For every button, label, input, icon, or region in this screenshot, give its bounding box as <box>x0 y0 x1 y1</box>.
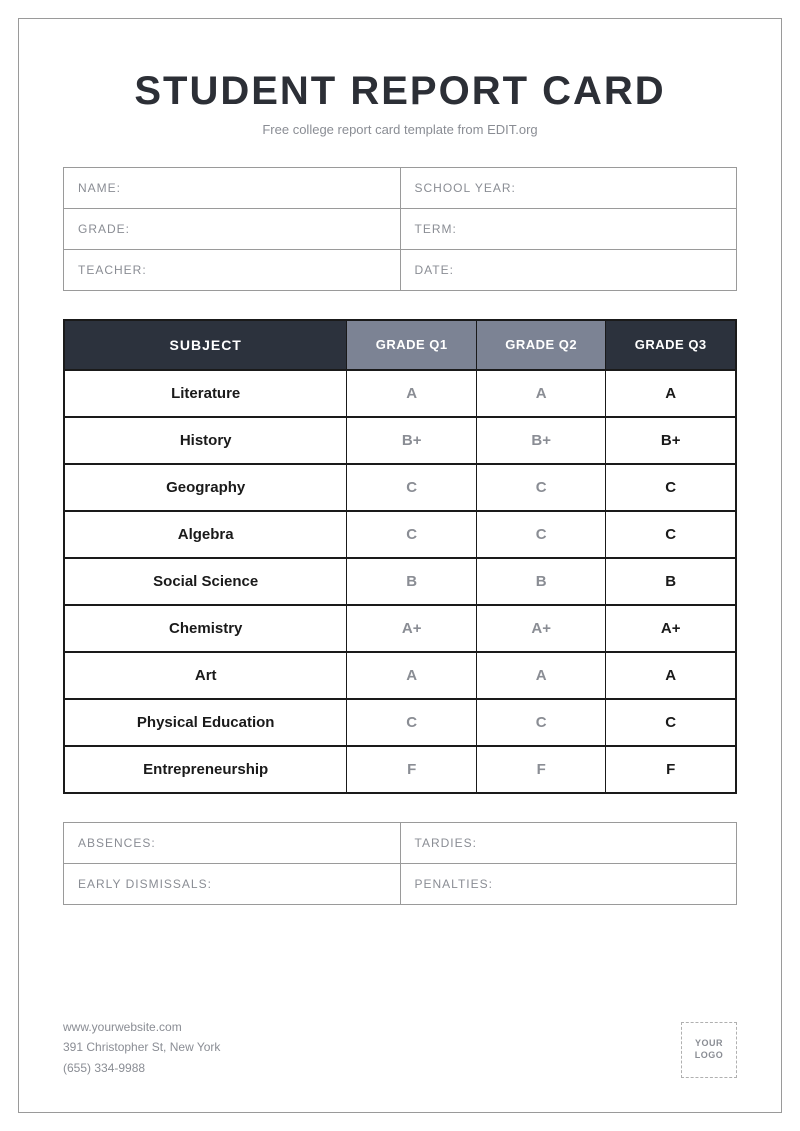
grade-q2-cell: C <box>476 700 606 745</box>
grade-q1-cell: C <box>346 465 476 510</box>
q1-column-header: GRADE Q1 <box>346 321 476 369</box>
grade-q1-cell: B <box>346 559 476 604</box>
attendance-row: ABSENCES: TARDIES: <box>64 823 736 864</box>
subject-cell: Geography <box>65 465 346 510</box>
table-row: ArtAAA <box>65 651 735 698</box>
footer-contact: www.yourwebsite.com 391 Christopher St, … <box>63 1017 220 1078</box>
q3-column-header: GRADE Q3 <box>605 321 735 369</box>
teacher-field-label: TEACHER: <box>64 250 401 290</box>
page-title: STUDENT REPORT CARD <box>63 69 737 114</box>
logo-text: YOUR LOGO <box>682 1038 736 1061</box>
grade-q3-cell: B <box>605 559 735 604</box>
grade-q3-cell: A <box>605 653 735 698</box>
subject-cell: Social Science <box>65 559 346 604</box>
info-row: NAME: SCHOOL YEAR: <box>64 168 736 209</box>
logo-placeholder: YOUR LOGO <box>681 1022 737 1078</box>
attendance-box: ABSENCES: TARDIES: EARLY DISMISSALS: PEN… <box>63 822 737 905</box>
early-dismissals-label: EARLY DISMISSALS: <box>64 864 401 904</box>
grade-q2-cell: B <box>476 559 606 604</box>
grade-q2-cell: F <box>476 747 606 792</box>
footer: www.yourwebsite.com 391 Christopher St, … <box>63 1017 737 1078</box>
grade-q1-cell: A <box>346 371 476 416</box>
subject-cell: Art <box>65 653 346 698</box>
student-info-box: NAME: SCHOOL YEAR: GRADE: TERM: TEACHER:… <box>63 167 737 291</box>
grade-q2-cell: A <box>476 371 606 416</box>
q2-column-header: GRADE Q2 <box>476 321 606 369</box>
table-row: EntrepreneurshipFFF <box>65 745 735 792</box>
grade-q1-cell: B+ <box>346 418 476 463</box>
grade-q2-cell: C <box>476 465 606 510</box>
grade-q3-cell: C <box>605 512 735 557</box>
grade-q1-cell: A+ <box>346 606 476 651</box>
footer-phone: (655) 334-9988 <box>63 1058 220 1078</box>
tardies-label: TARDIES: <box>401 823 737 863</box>
grade-q2-cell: A <box>476 653 606 698</box>
term-field-label: TERM: <box>401 209 737 249</box>
grade-q3-cell: A <box>605 371 735 416</box>
table-row: LiteratureAAA <box>65 369 735 416</box>
school-year-field-label: SCHOOL YEAR: <box>401 168 737 208</box>
subject-cell: Algebra <box>65 512 346 557</box>
report-card-page: STUDENT REPORT CARD Free college report … <box>18 18 782 1113</box>
table-row: Social ScienceBBB <box>65 557 735 604</box>
grade-q2-cell: A+ <box>476 606 606 651</box>
grades-header-row: SUBJECT GRADE Q1 GRADE Q2 GRADE Q3 <box>65 321 735 369</box>
table-row: Physical EducationCCC <box>65 698 735 745</box>
grade-field-label: GRADE: <box>64 209 401 249</box>
table-row: AlgebraCCC <box>65 510 735 557</box>
subject-cell: Physical Education <box>65 700 346 745</box>
name-field-label: NAME: <box>64 168 401 208</box>
subject-cell: Entrepreneurship <box>65 747 346 792</box>
attendance-row: EARLY DISMISSALS: PENALTIES: <box>64 864 736 904</box>
grade-q2-cell: B+ <box>476 418 606 463</box>
info-row: GRADE: TERM: <box>64 209 736 250</box>
page-subtitle: Free college report card template from E… <box>63 122 737 137</box>
footer-website: www.yourwebsite.com <box>63 1017 220 1037</box>
grade-q3-cell: B+ <box>605 418 735 463</box>
grade-q2-cell: C <box>476 512 606 557</box>
date-field-label: DATE: <box>401 250 737 290</box>
grade-q3-cell: C <box>605 465 735 510</box>
grade-q3-cell: F <box>605 747 735 792</box>
table-row: HistoryB+B+B+ <box>65 416 735 463</box>
grade-q1-cell: A <box>346 653 476 698</box>
subject-column-header: SUBJECT <box>65 321 346 369</box>
subject-cell: Chemistry <box>65 606 346 651</box>
penalties-label: PENALTIES: <box>401 864 737 904</box>
subject-cell: History <box>65 418 346 463</box>
subject-cell: Literature <box>65 371 346 416</box>
grades-table: SUBJECT GRADE Q1 GRADE Q2 GRADE Q3 Liter… <box>63 319 737 794</box>
grade-q3-cell: A+ <box>605 606 735 651</box>
grade-q1-cell: C <box>346 700 476 745</box>
grade-q1-cell: C <box>346 512 476 557</box>
info-row: TEACHER: DATE: <box>64 250 736 290</box>
absences-label: ABSENCES: <box>64 823 401 863</box>
footer-address: 391 Christopher St, New York <box>63 1037 220 1057</box>
table-row: GeographyCCC <box>65 463 735 510</box>
table-row: ChemistryA+A+A+ <box>65 604 735 651</box>
grade-q1-cell: F <box>346 747 476 792</box>
grade-q3-cell: C <box>605 700 735 745</box>
